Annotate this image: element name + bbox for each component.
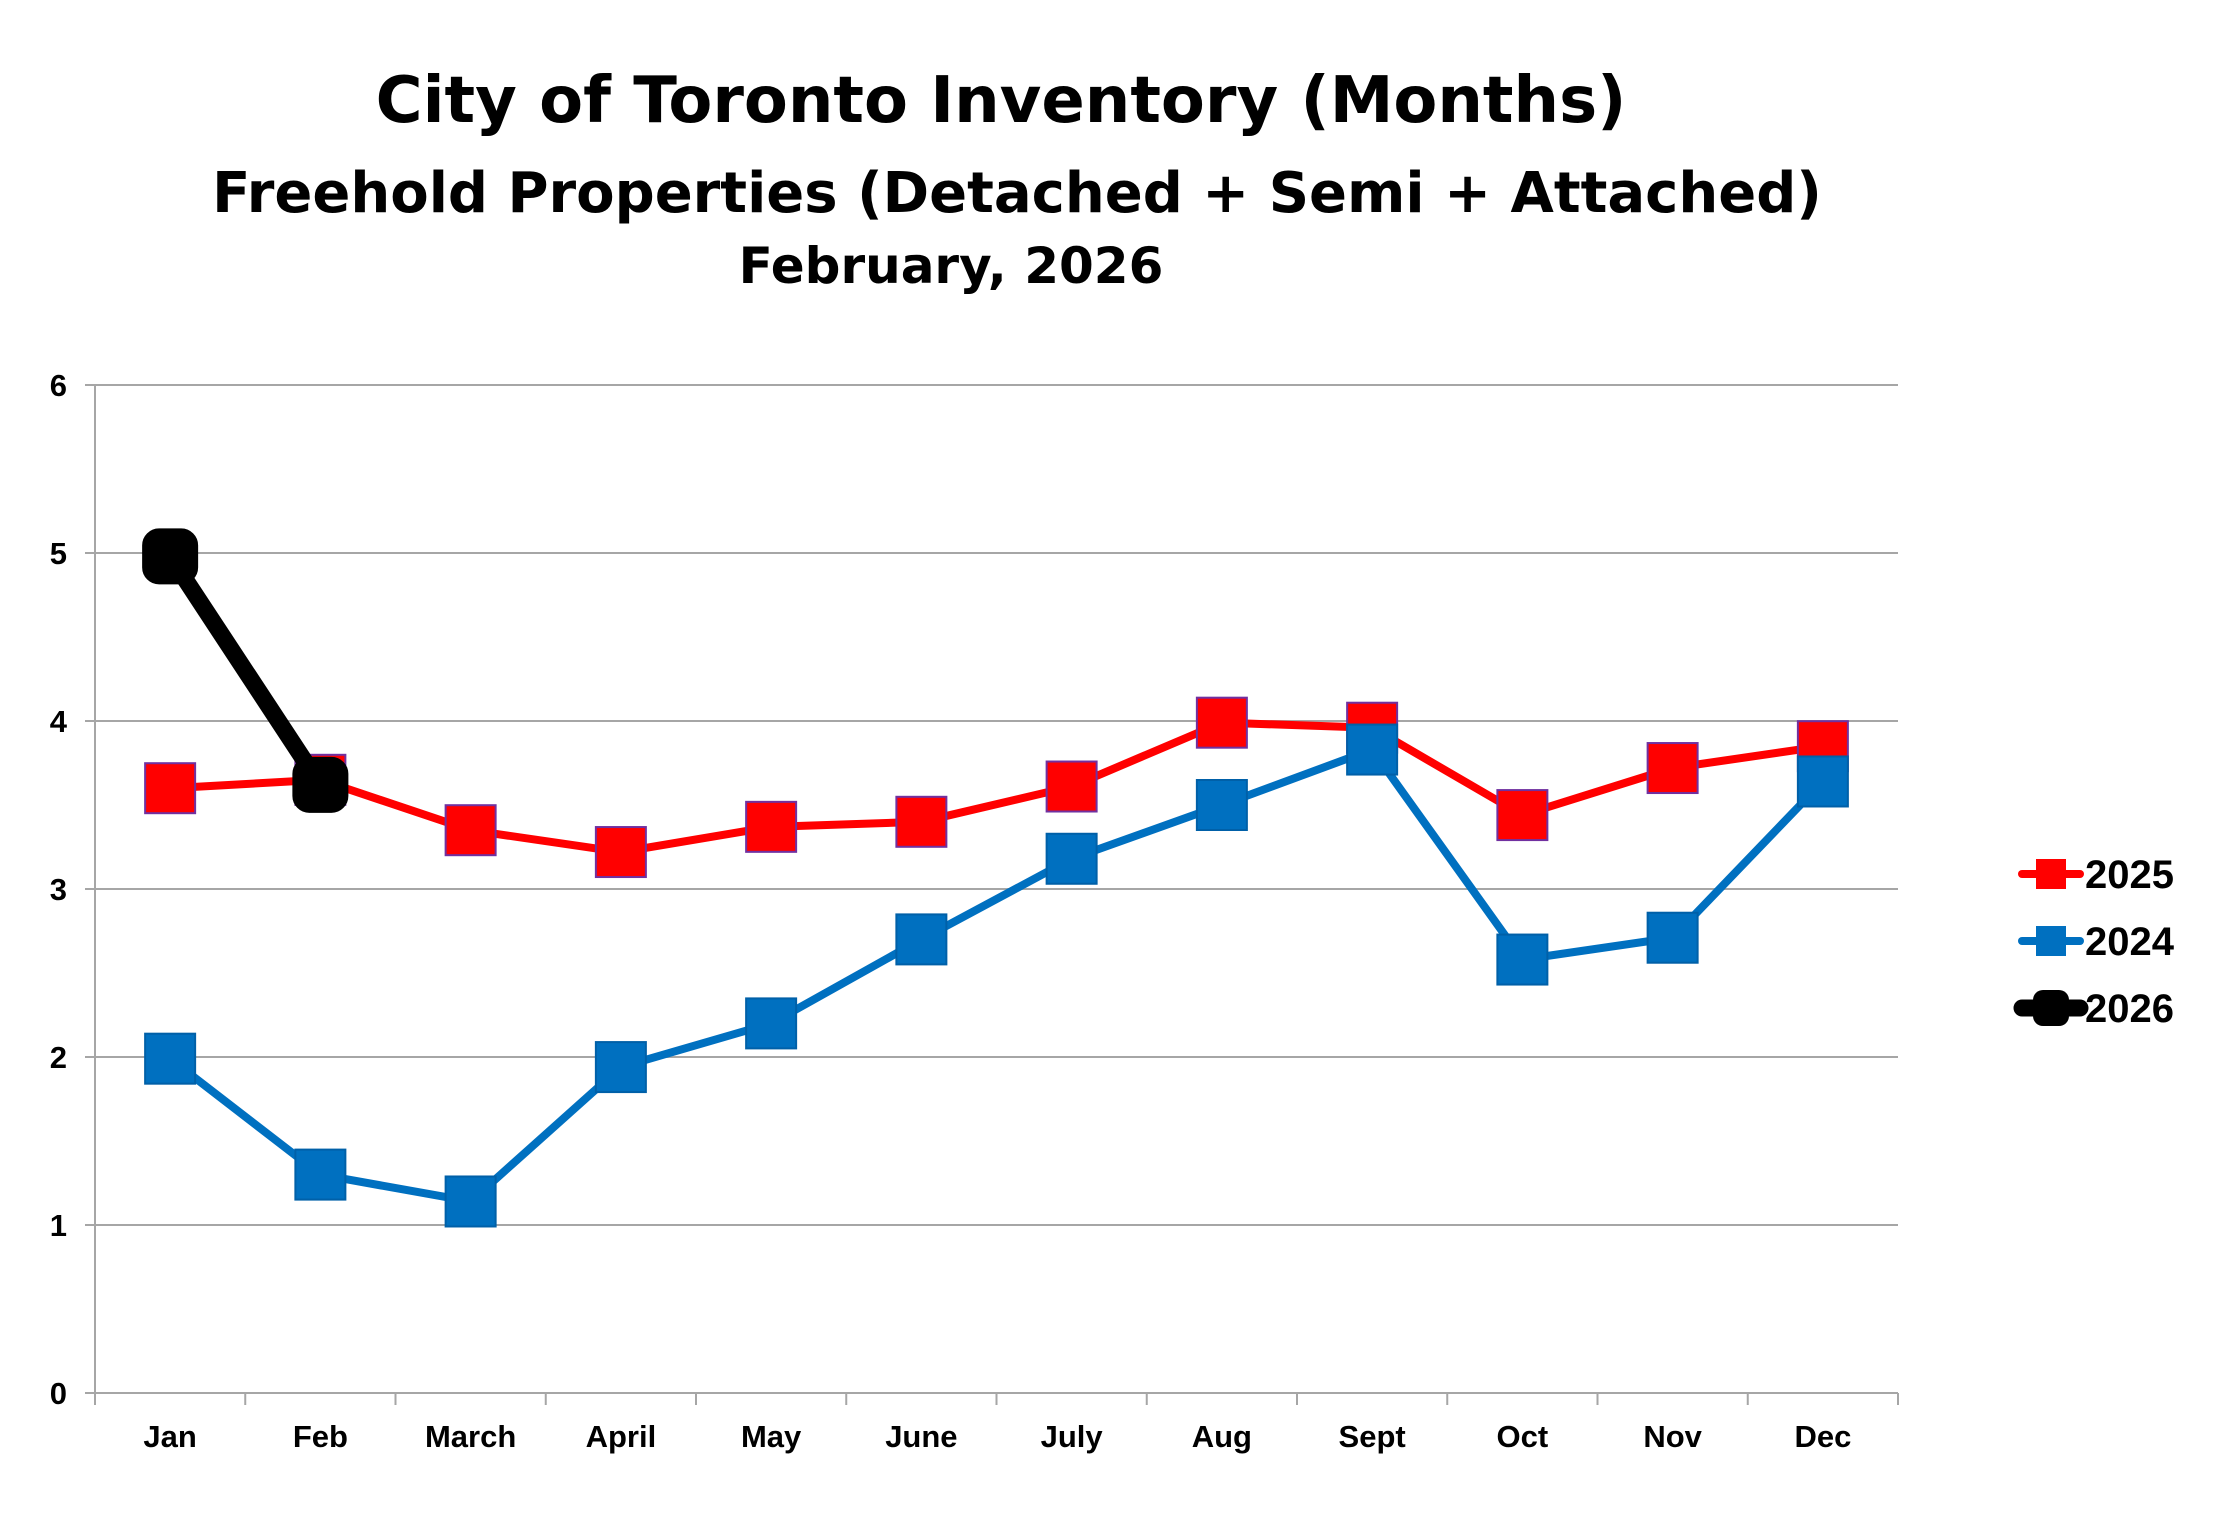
legend-item-2024: 2024 [2018,920,2175,964]
x-tick-label: May [741,1419,802,1454]
legend-item-2025: 2025 [2018,853,2174,897]
data-point-2024-Sept [1346,723,1399,776]
data-point-2024-Jan [144,1032,197,1085]
gridlines [95,384,1898,1226]
series-layer [142,528,1849,1228]
legend-marker-2024 [2036,926,2066,956]
axes: 0 1 2 3 4 5 6 Jan Feb March April May June July Aug Sep… [50,368,1899,1454]
series-line-2025 [166,718,1827,857]
x-tick-label: Feb [293,1419,348,1454]
legend-item-2026: 2026 [2013,987,2174,1031]
data-point-2024-Dec [1796,755,1849,808]
legend-marker-2025 [2036,859,2066,889]
x-tick-label: July [1041,1419,1104,1454]
y-tick-label: 1 [50,1208,67,1243]
chart-subtitle: Freehold Properties (Detached + Semi + A… [212,161,1822,226]
data-point-2025-March [444,804,497,857]
data-point-2024-Feb [294,1148,347,1201]
legend-label-2025: 2025 [2085,853,2174,897]
data-point-2024-Nov [1646,911,1699,964]
data-point-2026-Feb [292,756,349,813]
chart-date: February, 2026 [739,237,1164,295]
data-point-2024-May [745,997,798,1050]
legend: 2025 2024 2026 [2013,853,2175,1031]
data-point-2024-June [895,913,948,966]
data-point-2025-July [1045,760,1098,813]
data-point-2024-July [1045,832,1098,885]
data-point-2025-April [594,826,647,879]
legend-label-2024: 2024 [2085,920,2175,964]
legend-marker-2026 [2033,990,2069,1026]
data-point-2024-April [594,1041,647,1094]
data-point-2024-Aug [1195,779,1248,831]
x-tick-label: Sept [1339,1419,1406,1454]
y-tick-label: 6 [50,368,67,403]
series-line-2026 [161,547,329,794]
x-tick-label: April [586,1419,657,1454]
series-2024 [144,723,1849,1228]
data-point-2024-Oct [1496,933,1549,986]
x-tick-label: Jan [143,1419,196,1454]
y-tick-label: 5 [50,536,67,571]
y-tick-label: 4 [50,704,68,739]
data-point-2025-May [745,800,798,853]
x-tick-label: Dec [1794,1419,1851,1454]
x-tick-label: June [885,1419,957,1454]
x-tick-label: March [425,1419,516,1454]
y-tick-label: 0 [50,1376,67,1411]
data-point-2024-March [444,1175,497,1228]
legend-label-2026: 2026 [2085,987,2174,1031]
data-point-2025-June [895,795,948,848]
data-point-2026-Jan [142,528,199,585]
series-2026 [142,528,349,813]
series-2025 [144,696,1849,879]
series-line-2024 [166,745,1827,1206]
x-tick-label: Aug [1192,1419,1252,1454]
data-point-2025-Jan [144,762,197,815]
y-tick-label: 3 [50,872,67,907]
chart-title: City of Toronto Inventory (Months) [376,64,1627,138]
y-tick-label: 2 [50,1040,67,1075]
x-tick-label: Oct [1497,1419,1549,1454]
x-tick-label: Nov [1643,1419,1702,1454]
data-point-2025-Aug [1195,696,1248,749]
data-point-2025-Oct [1496,789,1549,842]
data-point-2025-Nov [1646,742,1699,795]
